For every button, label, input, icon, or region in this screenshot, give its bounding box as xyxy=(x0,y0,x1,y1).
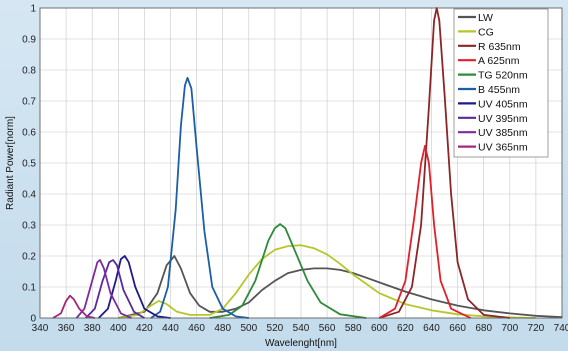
x-tick-label: 360 xyxy=(58,323,75,334)
series-line-a-625nm xyxy=(378,145,471,319)
series-line-tg-520nm xyxy=(209,223,367,319)
x-tick-label: 400 xyxy=(110,323,127,334)
x-tick-label: 520 xyxy=(267,323,284,334)
y-tick-label: 0.5 xyxy=(22,159,36,170)
x-tick-label: 660 xyxy=(449,323,466,334)
x-tick-label: 720 xyxy=(528,323,545,334)
legend-label: A 625nm xyxy=(478,55,520,67)
x-tick-label: 580 xyxy=(345,323,362,334)
x-tick-label: 440 xyxy=(162,323,179,334)
y-tick-label: 0.6 xyxy=(22,128,36,139)
x-tick-label: 740 xyxy=(554,323,568,334)
x-tick-label: 560 xyxy=(319,323,336,334)
x-tick-label: 500 xyxy=(240,323,257,334)
y-tick-labels: 0 0.1 0.2 0.3 0.4 0.5 0.6 0.7 0.8 0.9 1 xyxy=(22,4,36,325)
x-axis-title: Wavelenght[nm] xyxy=(265,338,337,349)
series-line-lw xyxy=(118,255,563,319)
x-tick-label: 640 xyxy=(423,323,440,334)
legend-label: UV 395nm xyxy=(478,113,528,125)
x-tick-label: 340 xyxy=(32,323,49,334)
x-tick-label: 620 xyxy=(397,323,414,334)
x-tick-label: 420 xyxy=(136,323,153,334)
series-line-b-455nm xyxy=(150,76,249,319)
y-tick-label: 0.3 xyxy=(22,221,36,232)
legend-label: UV 405nm xyxy=(478,98,528,110)
legend: LW CG R 635nm A 625nm TG 520nm B 455nm UV 405n… xyxy=(453,8,549,158)
y-axis-title: Radiant Power[norm] xyxy=(5,116,16,210)
y-tick-label: 0 xyxy=(30,314,36,325)
y-tick-label: 0.9 xyxy=(22,35,36,46)
x-tick-label: 680 xyxy=(475,323,492,334)
series-line-uv-385nm xyxy=(75,259,132,319)
y-tick-label: 0.4 xyxy=(22,190,36,201)
x-tick-label: 540 xyxy=(293,323,310,334)
x-tick-label: 380 xyxy=(84,323,101,334)
x-tick-labels: 340 360 380 400 420 440 460 480 500 520 540 560 580 6… xyxy=(32,323,568,334)
y-tick-label: 0.7 xyxy=(22,97,36,108)
legend-label: CG xyxy=(478,26,494,38)
y-tick-label: 0.1 xyxy=(22,283,36,294)
series-line-uv-365nm xyxy=(52,294,95,319)
legend-label: TG 520nm xyxy=(478,70,528,82)
legend-label: R 635nm xyxy=(478,41,521,53)
legend-label: B 455nm xyxy=(478,84,520,96)
legend-label: UV 385nm xyxy=(478,127,528,139)
series-line-r-635nm xyxy=(379,7,510,319)
series-line-cg xyxy=(118,244,536,319)
legend-label: LW xyxy=(478,12,493,24)
series-line-uv-395nm xyxy=(85,259,145,319)
y-tick-label: 0.8 xyxy=(22,66,36,77)
x-tick-label: 600 xyxy=(371,323,388,334)
legend-label: UV 365nm xyxy=(478,142,528,154)
y-tick-label: 1 xyxy=(30,4,36,15)
x-tick-label: 460 xyxy=(188,323,205,334)
x-tick-label: 700 xyxy=(501,323,518,334)
plot-border xyxy=(39,7,563,319)
x-tick-label: 480 xyxy=(214,323,231,334)
series-lines xyxy=(52,7,563,319)
y-tick-label: 0.2 xyxy=(22,252,36,263)
